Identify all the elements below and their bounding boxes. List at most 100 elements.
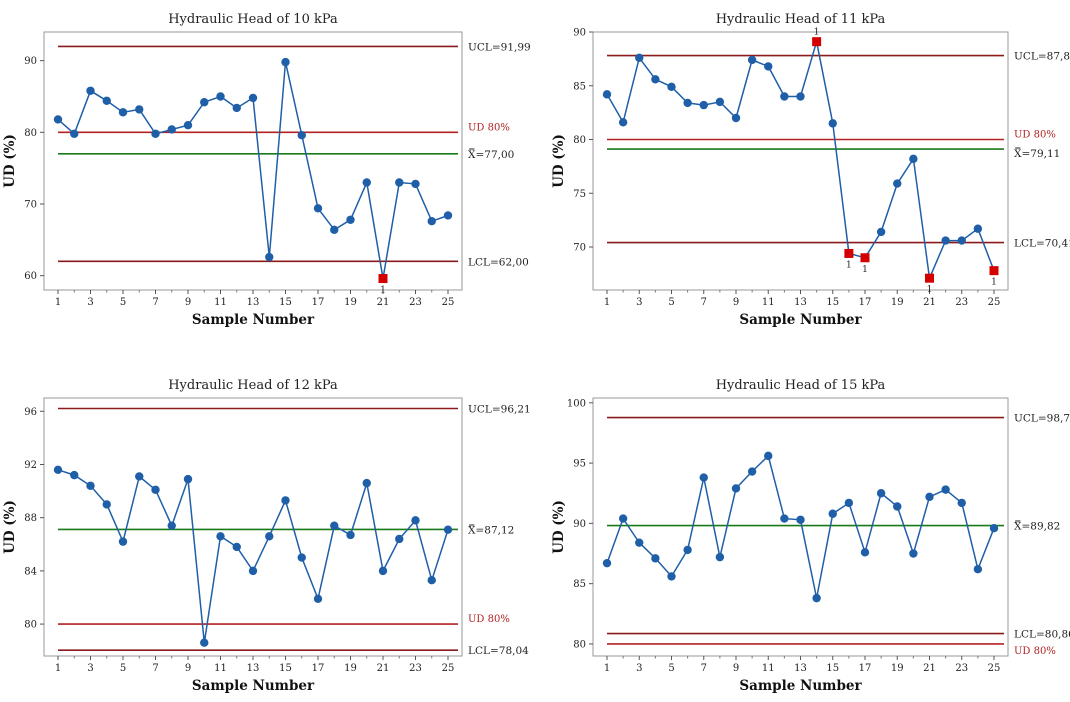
data-point <box>216 532 225 541</box>
data-point <box>715 552 725 562</box>
data-point <box>183 474 193 484</box>
plot-frame <box>43 31 463 291</box>
data-point <box>118 537 128 546</box>
data-point <box>135 105 144 114</box>
ucl-label: UCL=96,21 <box>468 404 531 416</box>
data-point <box>957 236 966 245</box>
data-point <box>796 92 805 101</box>
data-point <box>764 62 773 71</box>
data-point <box>618 118 628 127</box>
data-point <box>747 467 757 476</box>
data-point <box>731 484 741 493</box>
data-point <box>200 98 209 107</box>
data-point <box>102 96 111 106</box>
ud80-label: UD 80% <box>468 122 510 133</box>
plot-frame <box>592 397 1009 657</box>
ud80-label: UD 80% <box>1014 130 1056 141</box>
x-tick-label: 25 <box>988 297 1001 308</box>
data-point <box>281 496 290 505</box>
data-point <box>200 638 209 647</box>
x-tick-label: 7 <box>152 297 158 308</box>
x-tick-label: 21 <box>377 297 390 308</box>
data-point <box>699 100 708 110</box>
center-label: X̿=79,11 <box>1014 147 1060 160</box>
data-point <box>395 178 404 187</box>
x-tick-label: 1 <box>55 663 61 674</box>
x-tick-label: 21 <box>377 663 390 674</box>
data-point <box>313 594 323 604</box>
data-point <box>265 532 274 541</box>
x-tick-label: 1 <box>604 663 610 674</box>
out-of-control-label: 1 <box>814 28 820 38</box>
x-tick-label: 3 <box>636 297 642 308</box>
out-of-control-point <box>812 37 822 47</box>
y-tick-label: 75 <box>573 189 586 200</box>
chart-title: Hydraulic Head of 11 kPa <box>716 12 886 27</box>
y-tick-label: 88 <box>24 513 37 524</box>
x-tick-label: 3 <box>636 663 642 674</box>
y-tick-label: 70 <box>573 243 586 254</box>
x-tick-label: 23 <box>409 297 422 308</box>
data-point <box>812 593 821 603</box>
data-point <box>844 498 854 508</box>
data-point <box>909 154 918 164</box>
data-point <box>281 57 290 67</box>
y-tick-label: 80 <box>24 620 37 631</box>
data-point <box>427 217 436 226</box>
data-point <box>443 525 453 534</box>
center-label: X̿=89,82 <box>1014 520 1060 533</box>
data-point <box>618 514 628 523</box>
data-point <box>53 465 63 475</box>
data-point <box>297 131 306 140</box>
data-point <box>232 103 241 113</box>
data-point <box>635 538 644 547</box>
data-point <box>135 472 144 481</box>
data-point <box>635 53 644 62</box>
x-tick-label: 19 <box>891 663 904 674</box>
data-point <box>151 485 160 494</box>
y-tick-label: 80 <box>573 135 586 146</box>
data-point <box>989 524 999 533</box>
data-point <box>86 86 95 95</box>
ud80-label: UD 80% <box>1014 646 1056 657</box>
data-point <box>411 179 420 189</box>
x-axis-title: Sample Number <box>192 312 315 328</box>
data-point <box>346 530 355 540</box>
data-point <box>297 553 306 562</box>
chart-title: Hydraulic Head of 10 kPa <box>168 12 338 27</box>
x-tick-label: 15 <box>279 297 292 308</box>
x-tick-label: 25 <box>988 663 1001 674</box>
data-point <box>151 129 160 138</box>
data-point <box>330 521 339 530</box>
x-tick-label: 15 <box>279 663 292 674</box>
y-tick-label: 90 <box>24 56 37 67</box>
out-of-control-point <box>844 248 854 258</box>
y-axis-title: UD (%) <box>2 134 18 188</box>
data-point <box>70 129 79 138</box>
lcl-label: LCL=80,86 <box>1014 629 1070 641</box>
x-tick-label: 13 <box>247 297 260 308</box>
ucl-label: UCL=98,78 <box>1014 413 1070 425</box>
data-point <box>216 92 225 101</box>
data-point <box>183 120 193 130</box>
x-tick-label: 11 <box>762 663 775 674</box>
x-tick-label: 15 <box>826 297 839 308</box>
y-tick-label: 90 <box>573 28 586 39</box>
x-tick-label: 9 <box>185 663 191 674</box>
out-of-control-label: 1 <box>991 278 997 288</box>
center-label: X̿=77,00 <box>468 148 514 161</box>
y-tick-label: 80 <box>24 128 37 139</box>
chart-title: Hydraulic Head of 12 kPa <box>168 378 338 393</box>
data-point <box>313 204 323 213</box>
x-axis-title: Sample Number <box>739 312 862 328</box>
x-tick-label: 7 <box>701 663 707 674</box>
x-tick-label: 19 <box>891 297 904 308</box>
x-tick-label: 7 <box>701 297 707 308</box>
y-tick-label: 85 <box>573 579 586 590</box>
x-tick-label: 17 <box>859 297 872 308</box>
data-point <box>876 489 886 498</box>
